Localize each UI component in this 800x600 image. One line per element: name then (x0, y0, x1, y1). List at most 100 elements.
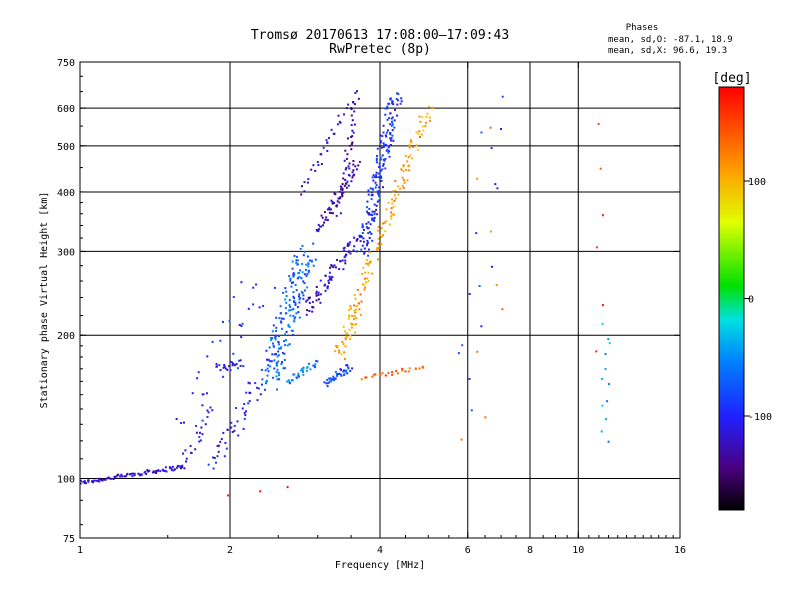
data-point-base-trace (83, 482, 86, 484)
data-point-trace-o-1 (328, 275, 331, 278)
data-point-e-layer-blob-o (330, 380, 333, 383)
data-point-cloud-2.6 (276, 355, 279, 358)
data-point-trace-o-4 (328, 137, 330, 139)
data-point-cusp-2mhz (235, 363, 238, 366)
data-point-trace-o-3 (345, 157, 348, 160)
data-point-cloud-2.6 (282, 291, 285, 294)
data-point-trace-o-2 (325, 216, 328, 219)
data-point-trace-o-2 (328, 211, 331, 214)
data-point-trace-o-2 (347, 174, 350, 176)
data-point-trace-o-3 (345, 166, 348, 169)
data-point-o-cusp-4 (381, 135, 384, 137)
data-point-cloud-2.6 (274, 336, 277, 339)
data-point-o-cusp-4 (361, 232, 364, 234)
data-point-o-cusp-4 (378, 195, 381, 198)
data-point-trace-o-3 (350, 136, 353, 138)
data-point-x-trace (377, 242, 380, 245)
data-point-trace-o-2 (330, 199, 333, 202)
data-point-o-cusp-4 (376, 147, 379, 150)
data-point-x-low (345, 335, 348, 338)
data-point-e-layer-blob-x (384, 374, 387, 377)
data-point-x-low (360, 313, 362, 316)
data-point-trace-o-3 (350, 108, 353, 111)
data-point-base-trace (118, 475, 121, 478)
data-point-trace-o-2 (331, 201, 334, 204)
data-point-o-cusp-4 (400, 97, 403, 100)
chart-title: Tromsø 20170613 17:08:00–17:09:43 (251, 28, 509, 43)
data-point-base-trace (170, 469, 173, 472)
data-point-trace-o-3 (347, 137, 349, 140)
data-point-cloud-2.6 (283, 352, 286, 355)
data-point-o-cusp-4 (390, 144, 392, 147)
data-point-trace-o-1 (315, 299, 318, 302)
data-point-trace-o-1 (342, 268, 345, 271)
data-point-f1-rise-2 (226, 428, 229, 431)
data-point-f1-rise-2 (213, 457, 216, 459)
colorbar-tick-label: 0 (748, 295, 754, 306)
data-point-cloud-2.6 (280, 321, 283, 324)
data-point-e-layer-blob-x (408, 367, 411, 370)
data-point-x-trace (429, 116, 431, 119)
data-point-trace-o-3 (336, 200, 339, 203)
data-point-o-cusp-4 (393, 119, 396, 122)
data-point-cloud-2.6 (261, 383, 263, 386)
data-point-x-low (340, 353, 343, 356)
data-point-cloud-2.6 (294, 316, 297, 319)
data-point-cloud-2.6 (297, 311, 300, 314)
data-point-x-trace (377, 237, 380, 240)
data-point-cloud-2.6 (278, 347, 280, 350)
data-point-trace-o-1 (324, 289, 327, 292)
data-point-cloud-2.6 (265, 349, 268, 352)
data-point-sparse-6 (501, 95, 504, 98)
data-point-o-cusp-4 (361, 244, 364, 247)
data-point-x-trace (371, 272, 374, 275)
data-point-e-layer-blob-o (347, 367, 350, 370)
data-point-trace-o-4 (330, 128, 333, 131)
data-point-trace-o-3 (349, 144, 352, 147)
data-point-trace-o-1 (353, 245, 356, 248)
data-point-f1-rise-2 (256, 386, 259, 389)
data-points (79, 90, 611, 497)
data-point-x-trace (418, 130, 421, 133)
data-point-e-layer-blob-o (337, 373, 339, 375)
data-point-f1-rise-2 (236, 420, 239, 423)
data-point-cloud-2.6 (297, 295, 300, 298)
data-point-e-layer-blob-o (334, 370, 337, 373)
data-point-o-cusp-4 (389, 98, 392, 101)
data-point-f1-rise-2 (235, 407, 238, 409)
data-point-cloud-2.6 (270, 337, 273, 339)
data-point-scatter-low-1 (240, 325, 243, 327)
data-point-base-trace (140, 473, 143, 476)
data-point-f1-rise (195, 425, 197, 427)
data-point-base-trace (133, 472, 136, 475)
data-point-o-cusp-4 (384, 167, 387, 170)
data-point-o-cusp-4 (386, 129, 389, 132)
data-point-trace-o-4 (326, 150, 329, 152)
y-tick-label: 300 (57, 247, 75, 258)
data-point-column-11 (608, 383, 610, 386)
data-point-x-low (347, 317, 350, 320)
data-point-o-cusp-4 (388, 117, 390, 120)
data-point-e-layer-blob-x (414, 368, 417, 371)
data-point-x-trace (409, 139, 412, 142)
data-point-o-cusp-4 (366, 244, 368, 247)
data-point-trace-o-3 (338, 190, 341, 193)
data-point-base-trace (103, 478, 106, 481)
data-point-base-trace (161, 469, 164, 472)
data-point-o-cusp-4 (391, 129, 394, 132)
data-point-scatter-low-1 (222, 375, 225, 378)
y-tick-label: 750 (57, 58, 75, 69)
data-point-e-layer-blob-o (332, 375, 335, 378)
data-point-o-cusp-4 (368, 208, 371, 210)
data-point-trace-o-3 (338, 201, 341, 204)
data-point-sparse-6x (476, 350, 479, 353)
data-point-x-low (354, 308, 357, 311)
data-point-f1-rise (199, 439, 202, 442)
data-point-o-cusp-4 (391, 123, 394, 126)
data-point-x-trace (393, 194, 396, 197)
data-point-x-trace (393, 200, 396, 202)
data-point-trace-o-4 (322, 146, 325, 149)
data-point-x-trace (390, 215, 393, 218)
data-point-scatter-low-1 (206, 392, 208, 395)
data-point-trace-o-4 (310, 168, 313, 171)
